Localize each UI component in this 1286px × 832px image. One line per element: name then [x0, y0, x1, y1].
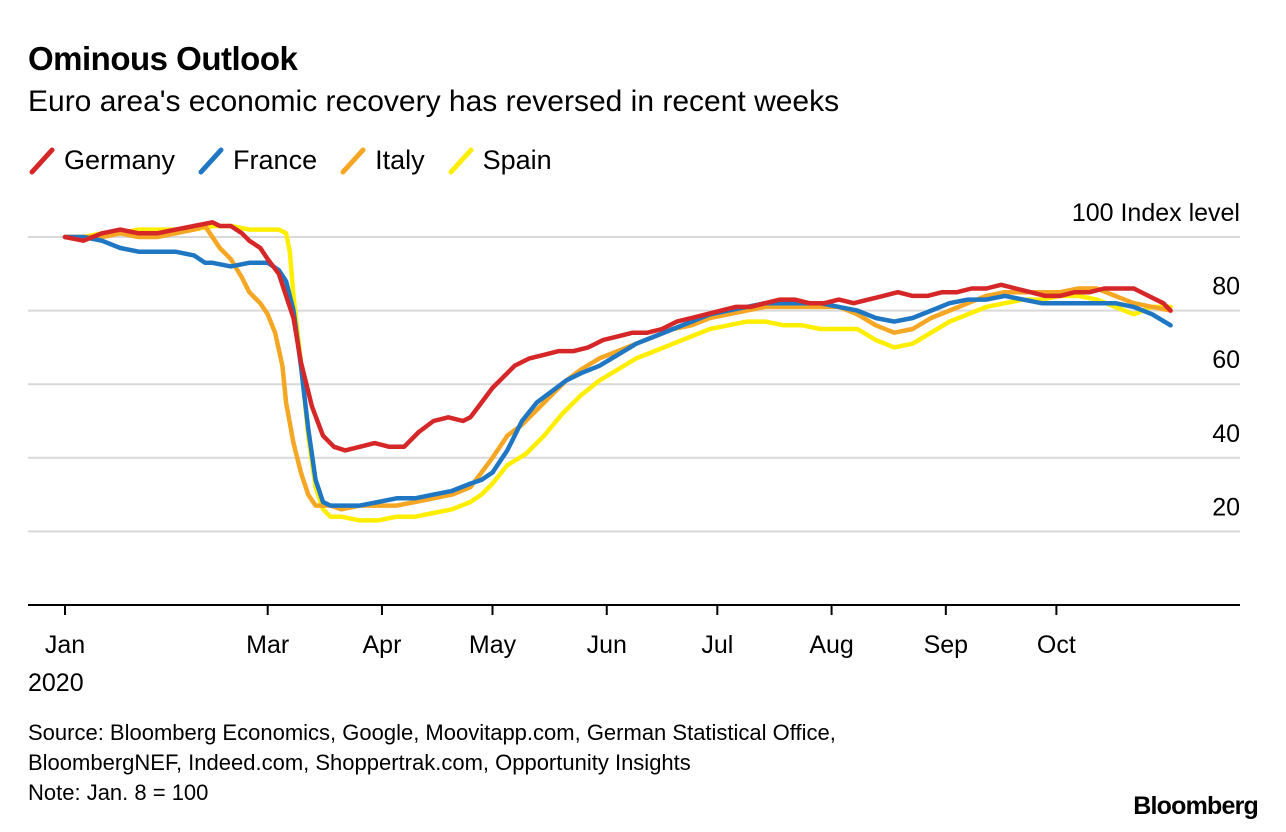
y-tick-label: 80	[1212, 273, 1240, 301]
legend-item-france: France	[197, 145, 317, 176]
y-tick-label: 40	[1212, 420, 1240, 448]
x-tick-label: Jun	[587, 631, 627, 659]
source-line: BloombergNEF, Indeed.com, Shoppertrak.co…	[28, 750, 691, 775]
x-tick-label: Sep	[924, 631, 968, 659]
x-tick-label: Jul	[701, 631, 733, 659]
line-chart: 20 40 60 80 100 Index level Jan Mar Apr May Jun Ju…	[28, 199, 1240, 697]
source-line: Source: Bloomberg Economics, Google, Moo…	[28, 720, 836, 745]
legend-label-spain: Spain	[482, 145, 552, 175]
bloomberg-logo: Bloomberg	[1133, 792, 1259, 820]
legend-label-italy: Italy	[375, 145, 425, 175]
note-line: Note: Jan. 8 = 100	[28, 780, 209, 805]
y-tick-label: 20	[1212, 493, 1240, 521]
chart-title: Ominous Outlook	[28, 40, 298, 77]
series-line-france	[62, 234, 1173, 508]
legend-swatch-france	[198, 147, 224, 174]
y-tick-label: 60	[1212, 346, 1240, 374]
legend-item-germany: Germany	[28, 145, 175, 176]
x-tick-label: Oct	[1037, 631, 1076, 659]
legend-label-france: France	[233, 145, 318, 175]
legend-item-italy: Italy	[339, 145, 425, 176]
source-note: Source: Bloomberg Economics, Google, Moo…	[28, 718, 836, 808]
legend-swatch-spain	[448, 147, 474, 174]
x-tick-label: Jan	[45, 631, 85, 659]
x-tick-label: Aug	[809, 631, 853, 659]
x-tick-label: May	[469, 631, 517, 659]
legend: Germany France Italy Spain	[28, 145, 574, 176]
series-line-spain	[62, 223, 1173, 523]
legend-label-germany: Germany	[64, 145, 176, 175]
legend-item-spain: Spain	[447, 145, 552, 176]
chart-subtitle: Euro area's economic recovery has revers…	[28, 85, 840, 118]
series-line-germany	[62, 220, 1173, 453]
x-year-label: 2020	[28, 669, 84, 697]
x-tick-label: Mar	[246, 631, 289, 659]
legend-swatch-germany	[29, 147, 55, 174]
legend-swatch-italy	[340, 147, 366, 174]
x-tick-label: Apr	[362, 631, 401, 659]
y-axis-unit-label: 100 Index level	[1072, 199, 1240, 227]
